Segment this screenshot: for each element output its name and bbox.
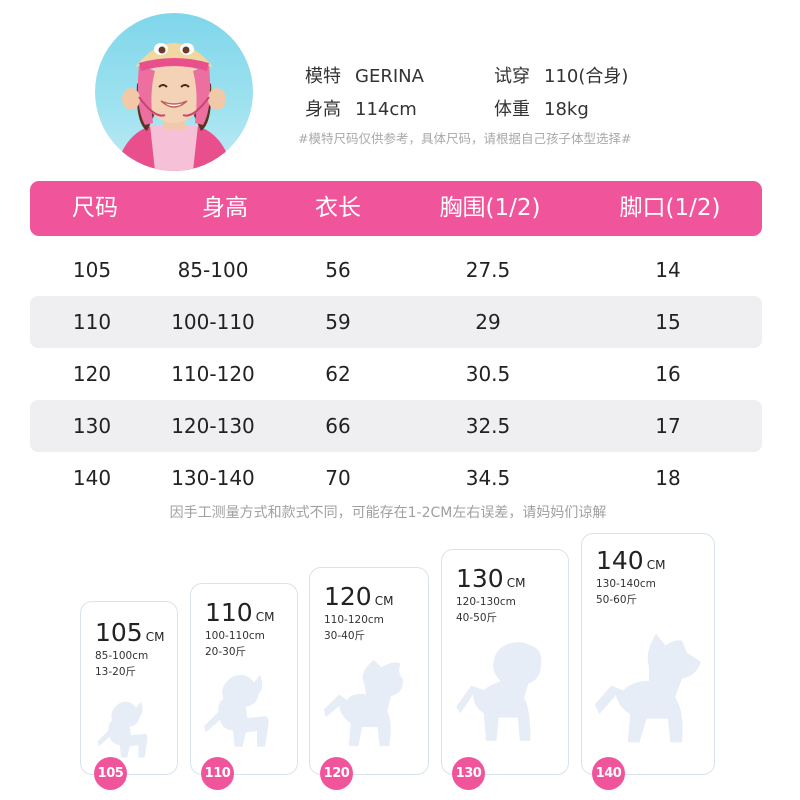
size-badge-110: 110	[201, 757, 234, 790]
measurement-note: 因手工测量方式和款式不同，可能存在1-2CM左右误差，请妈妈们谅解	[169, 505, 607, 521]
cell-chest: 27.5	[465, 258, 511, 282]
cell-chest: 30.5	[465, 362, 511, 386]
cell-size: 110	[72, 310, 112, 334]
card-weight-range: 40-50斤	[456, 612, 498, 624]
child-in-swim-cap-illustration	[115, 43, 233, 171]
table-row: 120 110-120 62 30.5 16	[30, 348, 762, 400]
card-weight-range: 20-30斤	[205, 646, 247, 658]
size-badge-120: 120	[320, 757, 353, 790]
card-size-unit: CM	[255, 610, 275, 624]
model-name-label: 模特	[305, 66, 341, 87]
table-row: 130 120-130 66 32.5 17	[30, 400, 762, 452]
cell-height: 110-120	[171, 362, 255, 386]
size-card-120: 120 CM 110-120cm 30-40斤	[309, 567, 429, 775]
header-length: 衣长	[315, 195, 361, 221]
puppy-silhouette-icon	[456, 642, 542, 741]
puppy-silhouette-icon	[97, 701, 148, 758]
cell-length: 62	[325, 362, 351, 386]
cell-length: 66	[325, 414, 351, 438]
cell-size: 105	[72, 258, 112, 282]
cell-size: 120	[72, 362, 112, 386]
weight-value: 18kg	[544, 99, 589, 120]
table-row: 105 85-100 56 27.5 14	[30, 244, 762, 296]
card-size-unit: CM	[145, 630, 165, 644]
size-card-110: 110 CM 100-110cm 20-30斤	[190, 583, 298, 775]
cell-size: 140	[72, 466, 112, 490]
model-photo	[95, 13, 253, 171]
puppy-silhouette-icon	[594, 633, 701, 743]
cell-size: 130	[72, 414, 112, 438]
puppy-silhouette-icon	[204, 674, 269, 747]
trial-label: 试穿	[494, 66, 530, 87]
cell-length: 59	[325, 310, 351, 334]
size-card-140: 140 CM 130-140cm 50-60斤	[581, 533, 715, 775]
card-size: 110 CM	[205, 598, 274, 627]
card-height-range: 110-120cm	[324, 614, 384, 626]
card-height-range: 85-100cm	[95, 650, 149, 662]
model-size-note: #模特尺码仅供参考，具体尺码，请根据自己孩子体型选择#	[298, 131, 632, 146]
size-badge-130: 130	[452, 757, 485, 790]
size-card-105: 105 CM 85-100cm 13-20斤	[80, 601, 178, 775]
cell-height: 130-140	[171, 466, 255, 490]
model-name: 模特 GERINA	[305, 62, 424, 88]
cell-height: 120-130	[171, 414, 255, 438]
table-row: 140 130-140 70 34.5 18	[30, 452, 762, 504]
size-badge-105: 105	[94, 757, 127, 790]
cell-leg-opening: 14	[655, 258, 681, 282]
header-chest: 胸围(1/2)	[439, 195, 541, 221]
cell-leg-opening: 17	[655, 414, 681, 438]
card-weight-range: 13-20斤	[95, 666, 137, 678]
card-size-value: 105	[95, 618, 143, 647]
trial-value: 110(合身)	[544, 66, 629, 87]
header-height: 身高	[202, 195, 248, 221]
card-height-range: 120-130cm	[456, 596, 516, 608]
model-trial-size: 试穿 110(合身)	[494, 62, 628, 88]
card-height-range: 100-110cm	[205, 630, 265, 642]
puppy-silhouette-icon	[323, 659, 403, 747]
cell-leg-opening: 18	[655, 466, 681, 490]
cell-chest: 32.5	[465, 414, 511, 438]
cell-chest: 29	[475, 310, 501, 334]
size-table-header: 尺码 身高 衣长 胸围(1/2) 脚口(1/2)	[30, 181, 762, 236]
card-size-value: 140	[596, 546, 644, 575]
card-size-value: 130	[456, 564, 504, 593]
card-weight-range: 30-40斤	[324, 630, 366, 642]
weight-label: 体重	[494, 99, 530, 120]
height-label: 身高	[305, 99, 341, 120]
card-height-range: 130-140cm	[596, 578, 656, 590]
card-size-unit: CM	[506, 576, 526, 590]
card-size: 130 CM	[456, 564, 525, 593]
height-value: 114cm	[355, 99, 417, 120]
model-height: 身高 114cm	[305, 95, 417, 121]
cell-length: 70	[325, 466, 351, 490]
table-row: 110 100-110 59 29 15	[30, 296, 762, 348]
card-size: 120 CM	[324, 582, 393, 611]
cell-length: 56	[325, 258, 351, 282]
cell-height: 85-100	[177, 258, 249, 282]
cell-leg-opening: 15	[655, 310, 681, 334]
card-size-unit: CM	[646, 558, 666, 572]
card-size-value: 120	[324, 582, 372, 611]
header-leg-opening: 脚口(1/2)	[619, 195, 721, 221]
card-size-value: 110	[205, 598, 253, 627]
card-size-unit: CM	[374, 594, 394, 608]
cell-leg-opening: 16	[655, 362, 681, 386]
card-weight-range: 50-60斤	[596, 594, 638, 606]
cell-chest: 34.5	[465, 466, 511, 490]
model-name-value: GERINA	[355, 66, 424, 87]
size-badge-140: 140	[592, 757, 625, 790]
size-card-130: 130 CM 120-130cm 40-50斤	[441, 549, 569, 775]
card-size: 105 CM	[95, 618, 164, 647]
cell-height: 100-110	[171, 310, 255, 334]
header-size: 尺码	[72, 195, 118, 221]
card-size: 140 CM	[596, 546, 665, 575]
model-weight: 体重 18kg	[494, 95, 589, 121]
